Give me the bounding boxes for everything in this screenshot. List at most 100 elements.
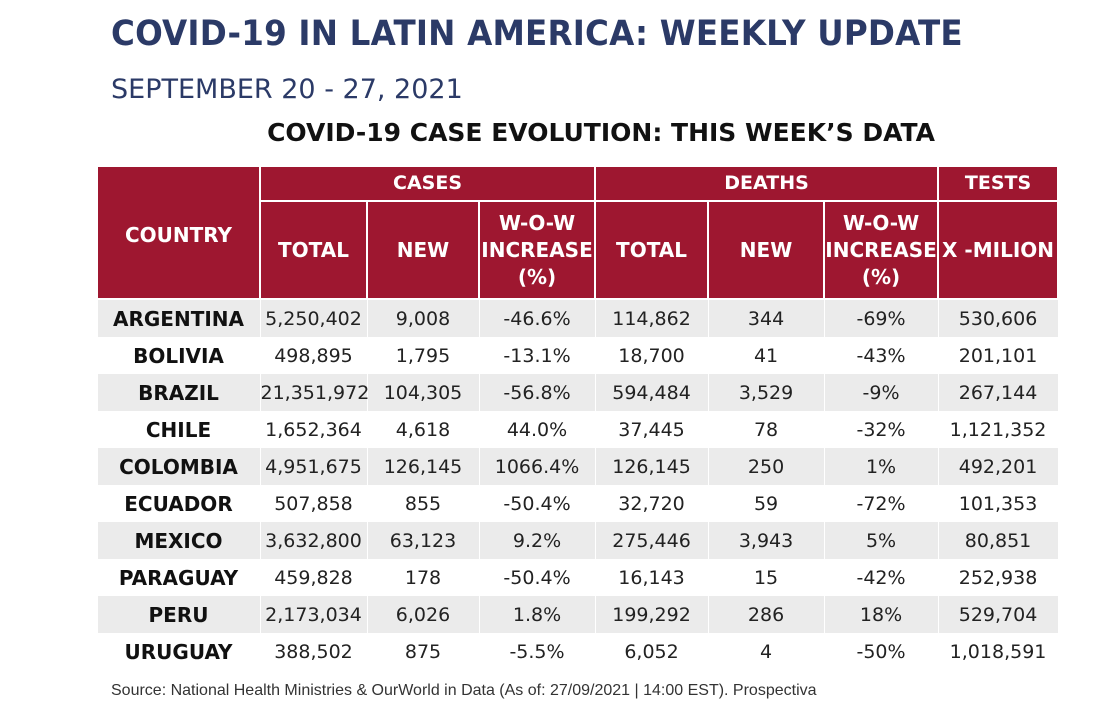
- country-cell: URUGUAY: [96, 633, 261, 670]
- deaths-new-cell: 4: [707, 633, 825, 670]
- wow-label-line1: W-O-W: [842, 210, 920, 235]
- deaths-wow-cell: -72%: [823, 485, 939, 522]
- cases-new-cell: 178: [366, 559, 480, 596]
- deaths-total-cell: 18,700: [594, 337, 709, 374]
- tests-cell: 252,938: [937, 559, 1059, 596]
- table-row: PARAGUAY 459,828 178 -50.4% 16,143 15 -4…: [96, 559, 1059, 596]
- deaths-wow-cell: -32%: [823, 411, 939, 448]
- tests-cell: 80,851: [937, 522, 1059, 559]
- country-cell: COLOMBIA: [96, 448, 261, 485]
- country-cell: CHILE: [96, 411, 261, 448]
- country-cell: BOLIVIA: [96, 337, 261, 374]
- cases-new-cell: 126,145: [366, 448, 480, 485]
- country-cell: BRAZIL: [96, 374, 261, 411]
- deaths-total-cell: 114,862: [594, 299, 709, 337]
- tests-cell: 201,101: [937, 337, 1059, 374]
- cases-new-cell: 104,305: [366, 374, 480, 411]
- cases-new-cell: 63,123: [366, 522, 480, 559]
- deaths-wow-cell: 5%: [823, 522, 939, 559]
- page-title: COVID-19 IN LATIN AMERICA: WEEKLY UPDATE: [111, 14, 963, 54]
- cases-wow-cell: -56.8%: [478, 374, 596, 411]
- column-header-deaths-total: TOTAL: [594, 200, 710, 300]
- country-cell: PARAGUAY: [96, 559, 261, 596]
- table-row: CHILE 1,652,364 4,618 44.0% 37,445 78 -3…: [96, 411, 1059, 448]
- cases-wow-cell: -50.4%: [478, 485, 596, 522]
- country-cell: ECUADOR: [96, 485, 261, 522]
- tests-cell: 101,353: [937, 485, 1059, 522]
- cases-new-cell: 855: [366, 485, 480, 522]
- deaths-wow-cell: 1%: [823, 448, 939, 485]
- column-group-cases: CASES: [258, 165, 597, 202]
- tests-cell: 492,201: [937, 448, 1059, 485]
- column-header-tests-per-million: X -MILION: [937, 200, 1060, 300]
- cases-wow-cell: -46.6%: [478, 299, 596, 337]
- tests-cell: 267,144: [937, 374, 1059, 411]
- wow-label-line1: W-O-W: [498, 210, 576, 235]
- cases-new-cell: 875: [366, 633, 480, 670]
- cases-total-cell: 507,858: [259, 485, 368, 522]
- table-row: MEXICO 3,632,800 63,123 9.2% 275,446 3,9…: [96, 522, 1059, 559]
- wow-label-line3: (%): [861, 264, 901, 289]
- column-header-cases-wow: W-O-W INCREASE (%): [477, 200, 597, 300]
- covid-data-table: COUNTRY CASES DEATHS TESTS TOTAL NEW W-O…: [96, 165, 1060, 670]
- deaths-wow-cell: -50%: [823, 633, 939, 670]
- column-header-deaths-new: NEW: [707, 200, 826, 300]
- cases-new-cell: 1,795: [366, 337, 480, 374]
- country-cell: ARGENTINA: [96, 299, 261, 337]
- column-header-country: COUNTRY: [96, 165, 261, 300]
- deaths-total-cell: 32,720: [594, 485, 709, 522]
- deaths-wow-cell: -42%: [823, 559, 939, 596]
- source-note: Source: National Health Ministries & Our…: [111, 682, 817, 699]
- cases-total-cell: 1,652,364: [259, 411, 368, 448]
- cases-new-cell: 6,026: [366, 596, 480, 633]
- deaths-new-cell: 78: [707, 411, 825, 448]
- cases-total-cell: 459,828: [259, 559, 368, 596]
- cases-wow-cell: 9.2%: [478, 522, 596, 559]
- cases-new-cell: 9,008: [366, 299, 480, 337]
- deaths-wow-cell: -69%: [823, 299, 939, 337]
- deaths-total-cell: 594,484: [594, 374, 709, 411]
- table-title: COVID-19 CASE EVOLUTION: THIS WEEK’S DAT…: [267, 118, 935, 147]
- cases-wow-cell: -50.4%: [478, 559, 596, 596]
- date-range: SEPTEMBER 20 - 27, 2021: [111, 74, 463, 105]
- tests-cell: 529,704: [937, 596, 1059, 633]
- cases-total-cell: 498,895: [259, 337, 368, 374]
- deaths-new-cell: 344: [707, 299, 825, 337]
- tests-cell: 1,121,352: [937, 411, 1059, 448]
- cases-wow-cell: 1066.4%: [478, 448, 596, 485]
- deaths-wow-cell: -43%: [823, 337, 939, 374]
- table-row: URUGUAY 388,502 875 -5.5% 6,052 4 -50% 1…: [96, 633, 1059, 670]
- wow-label-line2: INCREASE: [481, 237, 593, 262]
- table-row: COLOMBIA 4,951,675 126,145 1066.4% 126,1…: [96, 448, 1059, 485]
- cases-wow-cell: 44.0%: [478, 411, 596, 448]
- column-header-cases-new: NEW: [366, 200, 480, 300]
- column-header-cases-total: TOTAL: [259, 200, 368, 300]
- column-group-deaths: DEATHS: [594, 165, 940, 202]
- deaths-total-cell: 6,052: [594, 633, 709, 670]
- cases-wow-cell: -13.1%: [478, 337, 596, 374]
- wow-label-line3: (%): [517, 264, 557, 289]
- tests-cell: 530,606: [937, 299, 1059, 337]
- deaths-new-cell: 250: [707, 448, 825, 485]
- table-row: BRAZIL 21,351,972 104,305 -56.8% 594,484…: [96, 374, 1059, 411]
- column-header-deaths-wow: W-O-W INCREASE (%): [823, 200, 940, 300]
- deaths-new-cell: 3,943: [707, 522, 825, 559]
- cases-new-cell: 4,618: [366, 411, 480, 448]
- deaths-total-cell: 37,445: [594, 411, 709, 448]
- deaths-new-cell: 15: [707, 559, 825, 596]
- deaths-new-cell: 41: [707, 337, 825, 374]
- cases-total-cell: 21,351,972: [259, 374, 369, 411]
- deaths-wow-cell: -9%: [823, 374, 939, 411]
- table-row: ECUADOR 507,858 855 -50.4% 32,720 59 -72…: [96, 485, 1059, 522]
- country-cell: PERU: [96, 596, 261, 633]
- deaths-new-cell: 3,529: [707, 374, 825, 411]
- deaths-total-cell: 275,446: [594, 522, 709, 559]
- cases-total-cell: 4,951,675: [259, 448, 368, 485]
- cases-wow-cell: -5.5%: [478, 633, 596, 670]
- table-row: ARGENTINA 5,250,402 9,008 -46.6% 114,862…: [96, 299, 1059, 337]
- country-cell: MEXICO: [96, 522, 261, 559]
- table-row: PERU 2,173,034 6,026 1.8% 199,292 286 18…: [96, 596, 1059, 633]
- cases-total-cell: 388,502: [259, 633, 368, 670]
- cases-wow-cell: 1.8%: [478, 596, 596, 633]
- wow-label-line2: INCREASE: [825, 237, 937, 262]
